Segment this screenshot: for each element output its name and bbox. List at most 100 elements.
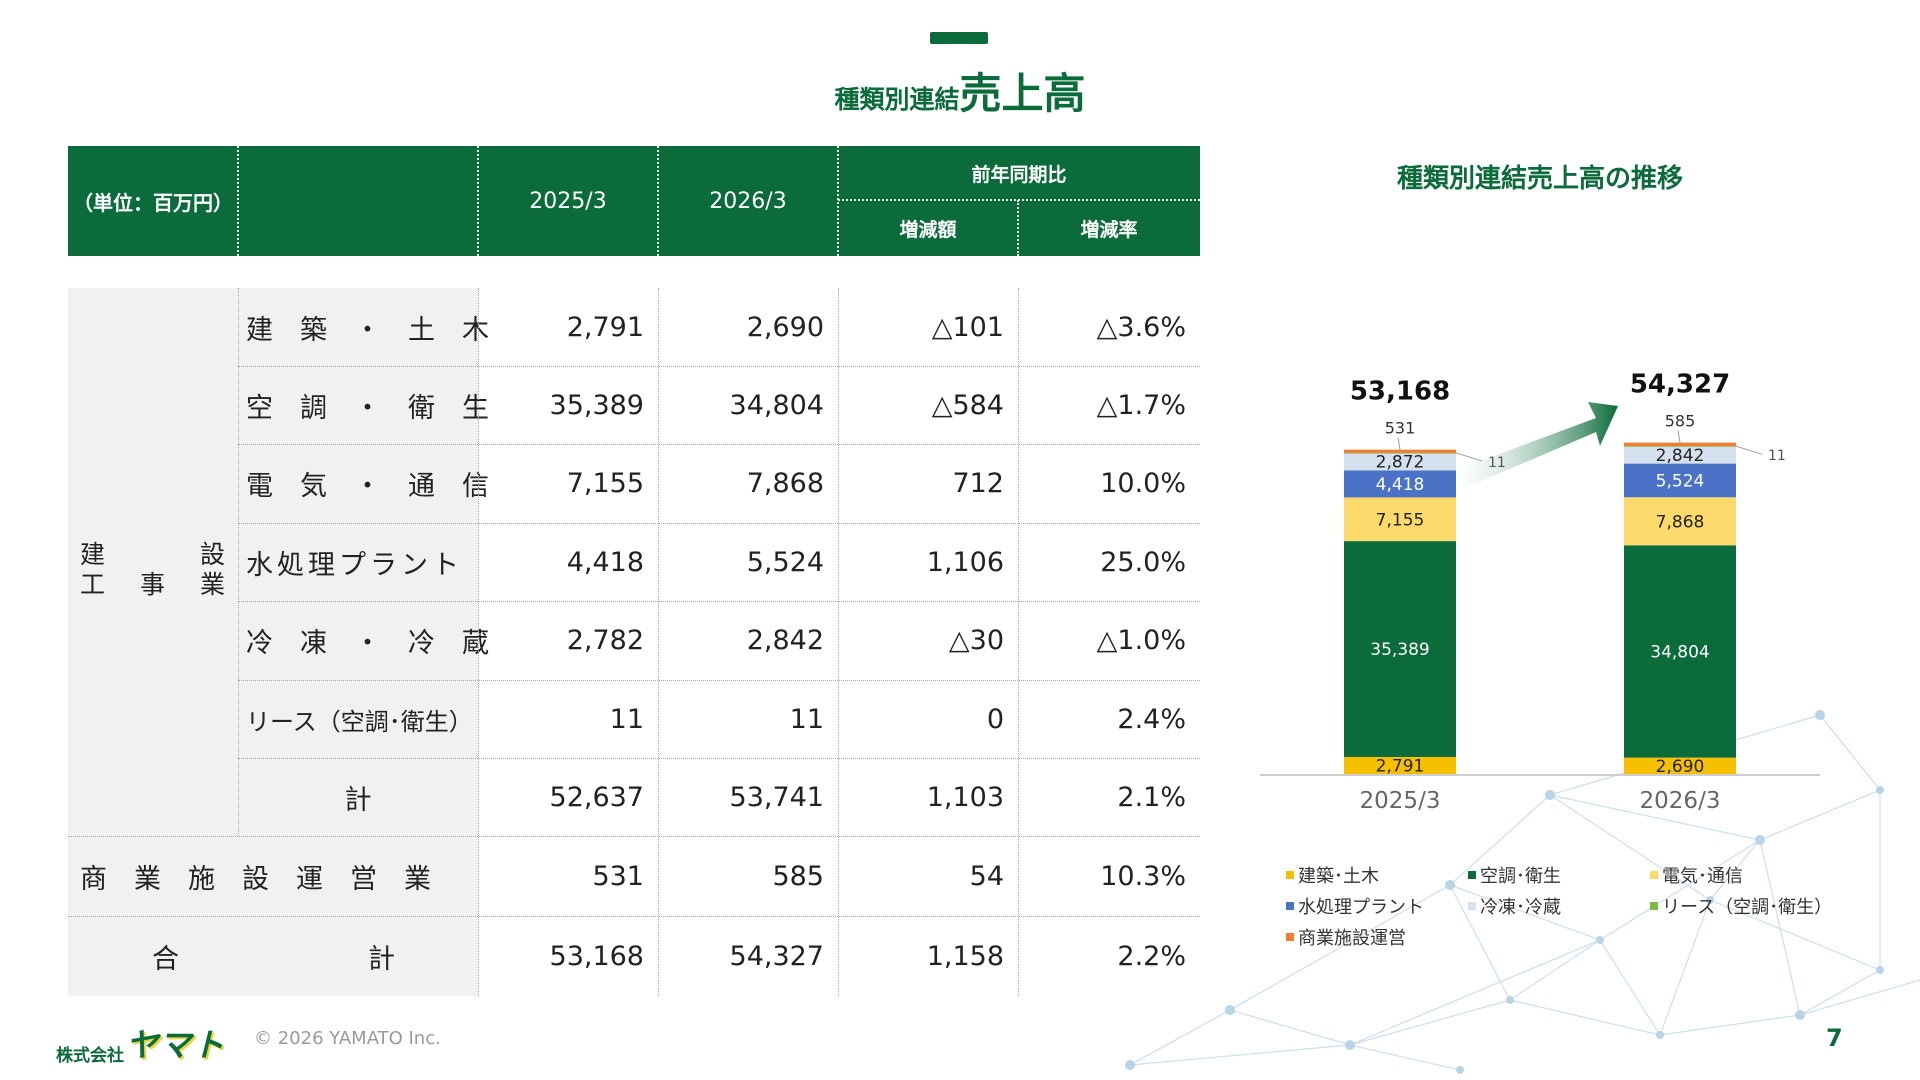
legend-label: 冷凍･冷蔵	[1480, 897, 1561, 918]
group-construction-cell: 建 工 事 設 業	[68, 288, 238, 836]
legend-swatch	[1468, 871, 1476, 879]
data-label: 11	[1768, 448, 1786, 464]
value-2026: 34,804	[729, 389, 824, 421]
data-label: 11	[1488, 455, 1506, 471]
total-label: 54,327	[1630, 370, 1730, 400]
value-rate: 2.1%	[1117, 781, 1186, 813]
row-label: 電 気 ・ 通 信	[246, 471, 489, 502]
growth-arrow	[1456, 402, 1618, 492]
legend-swatch	[1286, 902, 1294, 910]
bar-segment	[1344, 497, 1456, 542]
value-rate: 2.4%	[1117, 703, 1186, 735]
bar-segment	[1624, 446, 1736, 464]
category-tick-label: 2025/3	[1360, 788, 1441, 814]
value-rate: 25.0%	[1100, 546, 1186, 578]
data-label: 2,842	[1656, 446, 1705, 466]
value-diff: 54	[969, 860, 1004, 892]
page-title: 種類別連結売上高	[0, 60, 1920, 121]
row-label: 計	[344, 784, 372, 816]
column-header-diff: 増減額	[838, 200, 1018, 256]
bar-segment	[1624, 757, 1736, 774]
value-diff: △30	[948, 625, 1004, 656]
value-2025: 2,782	[566, 625, 644, 656]
bar-segment	[1344, 756, 1456, 774]
value-2026: 53,741	[729, 781, 824, 813]
chart-title: 種類別連結売上高の推移	[1396, 164, 1683, 194]
value-2025: 52,637	[549, 781, 644, 813]
data-label: 7,868	[1656, 512, 1705, 532]
row-label: 空 調 ・ 衛 生	[246, 392, 489, 424]
value-diff: 1,158	[926, 940, 1004, 972]
value-diff: △101	[931, 311, 1004, 343]
value-rate: △1.0%	[1096, 625, 1186, 656]
value-rate: 10.0%	[1100, 468, 1186, 499]
value-2025: 2,791	[566, 311, 644, 343]
legend-swatch	[1286, 871, 1294, 879]
value-diff: 0	[986, 703, 1004, 735]
row-label-column	[238, 288, 478, 836]
value-diff: △584	[931, 389, 1004, 421]
legend-item: 電気･通信	[1650, 862, 1743, 888]
data-label: 531	[1385, 419, 1416, 438]
title-accent-bar	[930, 32, 988, 44]
value-rate: △3.6%	[1096, 311, 1186, 343]
bar-segment	[1344, 541, 1456, 757]
column-header-2025: 2025/3	[478, 146, 658, 256]
value-2025: 35,389	[549, 389, 644, 421]
column-header-2026: 2026/3	[658, 146, 838, 256]
data-label: 585	[1665, 412, 1696, 431]
group-construction-label-right: 設 業	[200, 540, 226, 599]
growth-arrow-icon	[1456, 402, 1618, 492]
total-label-cell	[68, 916, 478, 996]
commercial-label-cell	[68, 836, 478, 916]
value-2025: 53,168	[549, 940, 644, 972]
column-header-yoy: 前年同期比	[838, 146, 1200, 200]
total-label-right: 計	[368, 943, 395, 975]
value-rate: △1.7%	[1096, 389, 1186, 421]
legend-swatch	[1650, 902, 1658, 910]
value-2026: 11	[789, 703, 824, 735]
value-2025: 4,418	[566, 546, 644, 578]
bar-segment	[1344, 452, 1456, 454]
bar-segment	[1624, 446, 1736, 447]
value-2026: 54,327	[729, 940, 824, 972]
legend-swatch	[1286, 933, 1294, 941]
bar-segment	[1344, 470, 1456, 498]
value-2026: 2,842	[746, 625, 824, 656]
row-label: リース（空調･衛生）	[246, 707, 473, 736]
value-2026: 585	[772, 860, 824, 892]
legend-label: 商業施設運営	[1298, 928, 1406, 949]
legend-swatch	[1650, 871, 1658, 879]
company-logo: 株式会社 ヤマト	[56, 1020, 225, 1066]
column-header-rate: 増減率	[1018, 200, 1200, 256]
legend-item: 空調･衛生	[1468, 862, 1561, 888]
copyright-text: © 2026 YAMATO Inc.	[254, 1028, 441, 1049]
legend-label: 空調･衛生	[1480, 866, 1561, 887]
row-label: 水処理プラント	[246, 549, 463, 581]
bar-segment	[1344, 449, 1456, 453]
legend-item: リース（空調･衛生）	[1650, 893, 1832, 919]
bar-segment	[1624, 497, 1736, 546]
value-2026: 2,690	[746, 311, 824, 343]
total-label: 53,168	[1350, 377, 1450, 407]
row-label: 建 築 ・ 土 木	[246, 314, 489, 346]
value-rate: 2.2%	[1117, 940, 1186, 972]
legend-label: リース（空調･衛生）	[1662, 897, 1833, 918]
value-2025: 7,155	[566, 468, 644, 499]
legend-item: 冷凍･冷蔵	[1468, 893, 1561, 919]
value-2025: 11	[609, 703, 644, 735]
logo-name: ヤマト	[126, 1026, 226, 1064]
legend-item: 水処理プラント	[1286, 893, 1424, 919]
legend-item: 建築･土木	[1286, 862, 1379, 888]
category-header	[238, 146, 478, 256]
value-diff: 712	[952, 468, 1004, 499]
value-rate: 10.3%	[1100, 860, 1186, 892]
value-diff: 1,106	[926, 546, 1004, 578]
value-2026: 5,524	[746, 546, 824, 578]
category-tick-label: 2026/3	[1640, 788, 1721, 814]
value-2025: 531	[592, 860, 644, 892]
total-label-left: 合	[152, 943, 179, 975]
data-label: 5,524	[1656, 471, 1705, 491]
bar-segment	[1624, 442, 1736, 447]
